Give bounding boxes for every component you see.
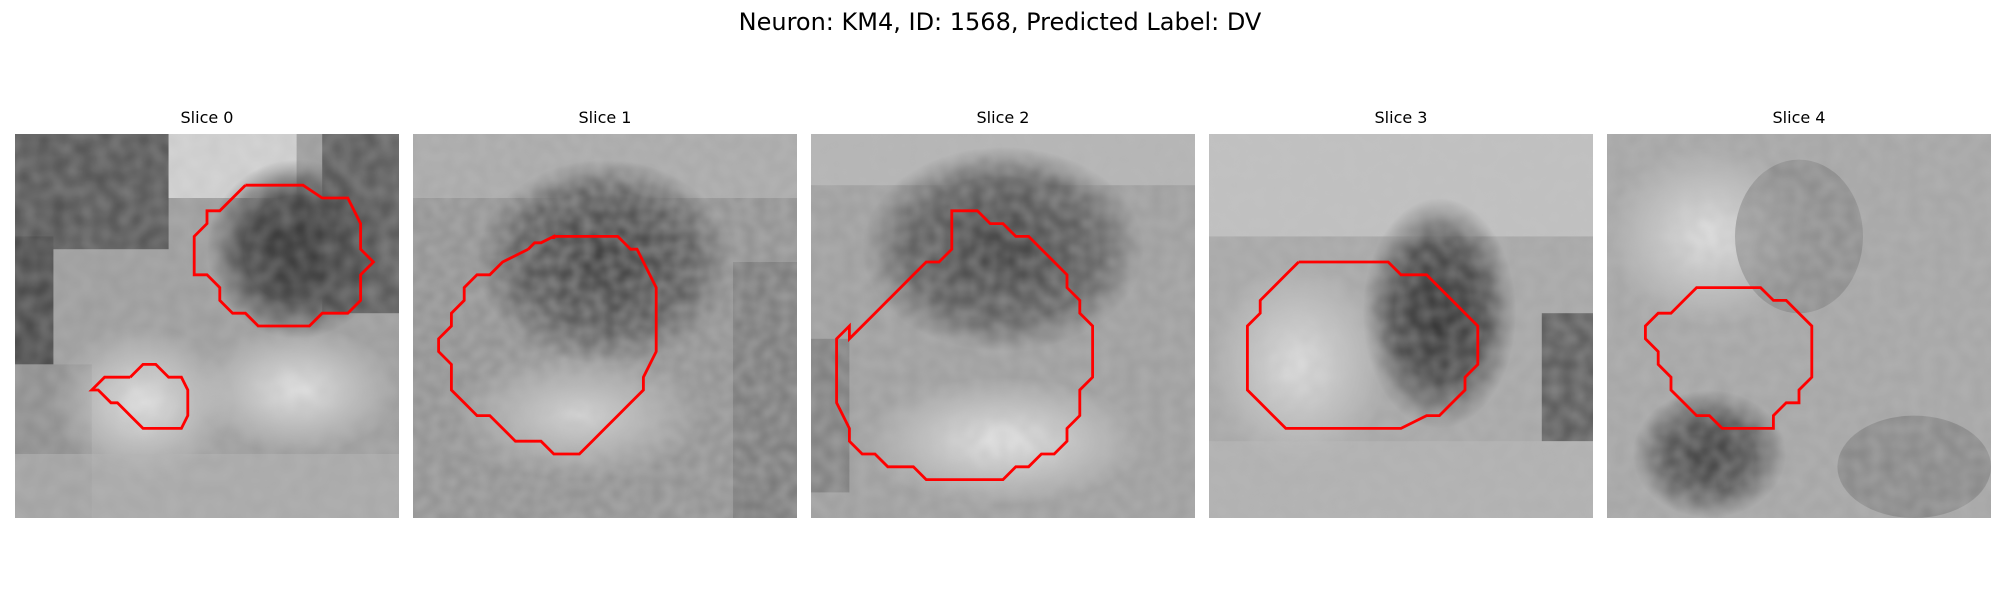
slice-title-4: Slice 4 bbox=[1772, 108, 1826, 127]
slice-title-2: Slice 2 bbox=[976, 108, 1030, 127]
slice-panel-1: Slice 1 bbox=[413, 108, 797, 518]
slice-panel-2: Slice 2 bbox=[811, 108, 1195, 518]
slice-image-1 bbox=[413, 134, 797, 518]
slice-panel-4: Slice 4 bbox=[1607, 108, 1991, 518]
slice-image-4 bbox=[1607, 134, 1991, 518]
slice-image-0 bbox=[15, 134, 399, 518]
slice-panel-3: Slice 3 bbox=[1209, 108, 1593, 518]
slice-panel-0: Slice 0 bbox=[15, 108, 399, 518]
figure-title: Neuron: KM4, ID: 1568, Predicted Label: … bbox=[738, 8, 1262, 36]
slice-title-3: Slice 3 bbox=[1374, 108, 1428, 127]
slice-image-3 bbox=[1209, 134, 1593, 518]
slice-title-0: Slice 0 bbox=[180, 108, 234, 127]
slice-image-2 bbox=[811, 134, 1195, 518]
slice-title-1: Slice 1 bbox=[578, 108, 632, 127]
